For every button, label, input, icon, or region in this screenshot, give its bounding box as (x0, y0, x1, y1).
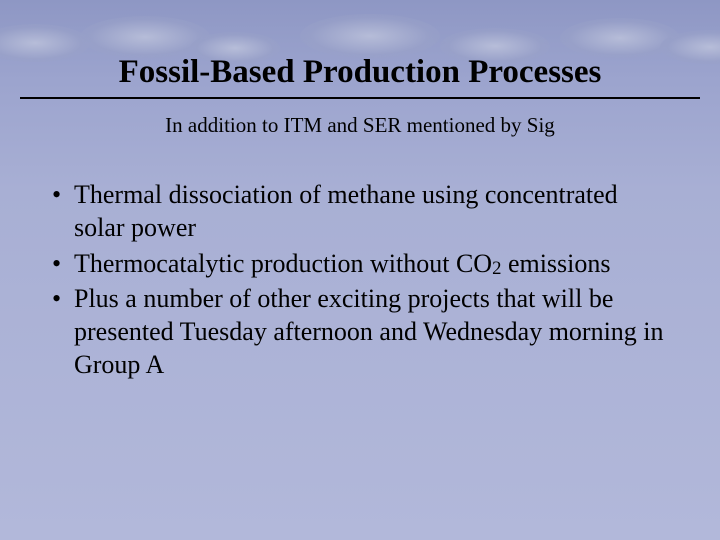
list-item: Thermocatalytic production without CO2 e… (52, 247, 670, 280)
bullet-text: Thermocatalytic production without CO (74, 249, 492, 278)
list-item: Plus a number of other exciting projects… (52, 282, 670, 382)
bullet-text: Thermal dissociation of methane using co… (74, 180, 618, 242)
slide-subtitle: In addition to ITM and SER mentioned by … (50, 113, 670, 138)
subscript: 2 (492, 258, 501, 279)
list-item: Thermal dissociation of methane using co… (52, 178, 670, 245)
bullet-list: Thermal dissociation of methane using co… (50, 178, 670, 382)
slide-content: Fossil-Based Production Processes In add… (0, 0, 720, 382)
slide-title: Fossil-Based Production Processes (50, 54, 670, 97)
bullet-text-post: emissions (501, 249, 610, 278)
title-rule (20, 97, 700, 99)
bullet-text: Plus a number of other exciting projects… (74, 284, 664, 380)
